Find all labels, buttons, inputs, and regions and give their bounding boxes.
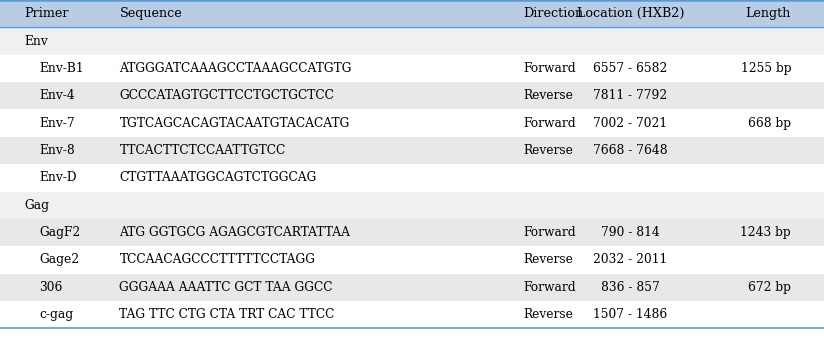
Text: Env-8: Env-8: [40, 144, 75, 157]
Text: TCCAACAGCCCTTTTTCCTAGG: TCCAACAGCCCTTTTTCCTAGG: [119, 253, 316, 266]
Text: TGTCAGCACAGTACAATGTACACATG: TGTCAGCACAGTACAATGTACACATG: [119, 117, 350, 130]
Text: TTCACTTCTCCAATTGTCC: TTCACTTCTCCAATTGTCC: [119, 144, 286, 157]
Bar: [0, 27, 824, 55]
Text: 672 bp: 672 bp: [748, 281, 791, 294]
Bar: [0, 192, 824, 219]
Text: 1507 - 1486: 1507 - 1486: [593, 308, 667, 321]
Text: Env-B1: Env-B1: [40, 62, 84, 75]
Text: c-gag: c-gag: [40, 308, 73, 321]
Text: Gag: Gag: [25, 199, 49, 212]
Bar: [0, 219, 824, 246]
Text: Sequence: Sequence: [119, 7, 182, 20]
Text: Env-4: Env-4: [40, 89, 75, 102]
Text: Env-D: Env-D: [40, 171, 77, 184]
Text: Location (HXB2): Location (HXB2): [577, 7, 684, 20]
Text: Forward: Forward: [523, 226, 576, 239]
Text: 7002 - 7021: 7002 - 7021: [593, 117, 667, 130]
Bar: [0, 164, 824, 192]
Text: 836 - 857: 836 - 857: [601, 281, 660, 294]
Text: Primer: Primer: [25, 7, 69, 20]
Text: Reverse: Reverse: [523, 308, 574, 321]
Text: ATG GGTGCG AGAGCGTCARTATTAA: ATG GGTGCG AGAGCGTCARTATTAA: [119, 226, 350, 239]
Text: ATGGGATCAAAGCCTAAAGCCATGTG: ATGGGATCAAAGCCTAAAGCCATGTG: [119, 62, 352, 75]
Text: Forward: Forward: [523, 281, 576, 294]
Text: 6557 - 6582: 6557 - 6582: [593, 62, 667, 75]
Bar: [0, 246, 824, 274]
Bar: [0, 0, 824, 27]
Text: Direction: Direction: [523, 7, 583, 20]
Text: 7668 - 7648: 7668 - 7648: [593, 144, 667, 157]
Text: 2032 - 2011: 2032 - 2011: [593, 253, 667, 266]
Bar: [0, 137, 824, 164]
Bar: [0, 55, 824, 82]
Text: Reverse: Reverse: [523, 144, 574, 157]
Bar: [0, 82, 824, 109]
Text: Env: Env: [25, 35, 49, 48]
Bar: [0, 109, 824, 137]
Bar: [0, 274, 824, 301]
Text: 790 - 814: 790 - 814: [601, 226, 660, 239]
Bar: [0, 301, 824, 328]
Text: Env-7: Env-7: [40, 117, 75, 130]
Text: 1255 bp: 1255 bp: [741, 62, 791, 75]
Text: Forward: Forward: [523, 62, 576, 75]
Text: 1243 bp: 1243 bp: [741, 226, 791, 239]
Text: Length: Length: [746, 7, 791, 20]
Text: CTGTTAAATGGCAGTCTGGCAG: CTGTTAAATGGCAGTCTGGCAG: [119, 171, 317, 184]
Text: 306: 306: [40, 281, 63, 294]
Text: 7811 - 7792: 7811 - 7792: [593, 89, 667, 102]
Text: GagF2: GagF2: [40, 226, 81, 239]
Text: 668 bp: 668 bp: [748, 117, 791, 130]
Text: GCCCATAGTGCTTCCTGCTGCTCC: GCCCATAGTGCTTCCTGCTGCTCC: [119, 89, 335, 102]
Text: GGGAAA AAATTC GCT TAA GGCC: GGGAAA AAATTC GCT TAA GGCC: [119, 281, 333, 294]
Text: Reverse: Reverse: [523, 89, 574, 102]
Text: Forward: Forward: [523, 117, 576, 130]
Text: Reverse: Reverse: [523, 253, 574, 266]
Text: Gage2: Gage2: [40, 253, 80, 266]
Text: TAG TTC CTG CTA TRT CAC TTCC: TAG TTC CTG CTA TRT CAC TTCC: [119, 308, 335, 321]
